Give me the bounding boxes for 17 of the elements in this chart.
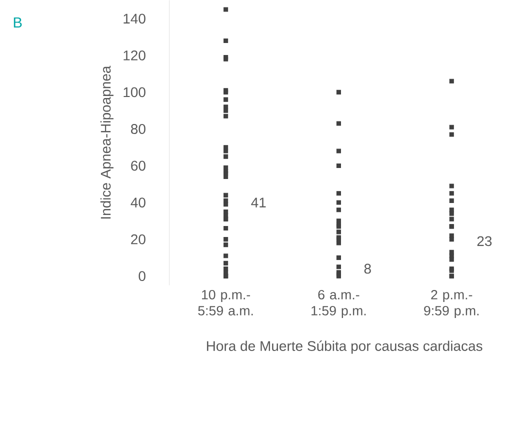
y-tick-label: 0 <box>138 271 146 282</box>
annotation: 23 <box>477 236 492 246</box>
y-tick-label: 20 <box>131 234 146 244</box>
x-tick-label: 2 p.m.- 9:59 p.m. <box>424 290 479 318</box>
y-tick-label: 100 <box>124 87 146 98</box>
text: B <box>14 18 22 28</box>
y-tick-label: 120 <box>124 50 146 61</box>
x-tick-label: 10 p.m.- 5:59 a.m. <box>198 290 253 316</box>
y-tick-label: 140 <box>124 14 146 24</box>
annotation: 41 <box>251 198 266 208</box>
y-tick-label: 60 <box>131 160 146 171</box>
annotation: 8 <box>364 264 371 274</box>
y-tick-label: 80 <box>131 124 146 134</box>
y-tick-label: 40 <box>130 198 146 208</box>
x-tick-label: 6 a.m.- 1:59 p.m. <box>312 290 366 318</box>
x-axis-title: Hora de Muerte Súbita por causas cardiacas <box>206 340 482 354</box>
y-axis-title: Indice Apnea-Hipoapnea <box>100 66 114 219</box>
